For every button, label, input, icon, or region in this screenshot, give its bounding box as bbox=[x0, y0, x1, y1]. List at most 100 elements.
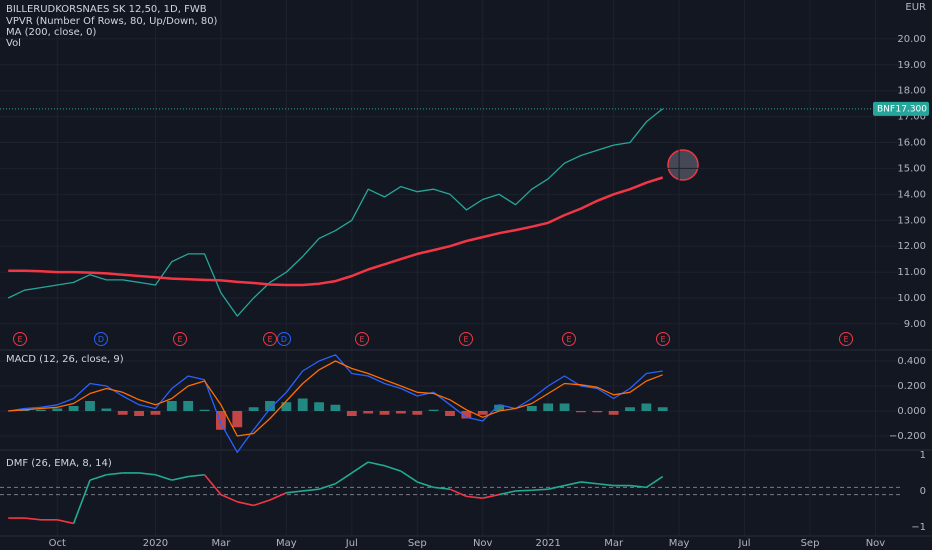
histogram-bar bbox=[379, 411, 390, 415]
line-segment bbox=[220, 493, 238, 503]
line-segment bbox=[564, 481, 582, 487]
event-label: E bbox=[843, 335, 848, 344]
line-segment bbox=[368, 461, 385, 467]
histogram-bar bbox=[412, 411, 423, 415]
event-label: D bbox=[98, 335, 104, 344]
line-segment bbox=[269, 492, 287, 501]
y-tick-label: 20.00 bbox=[897, 34, 926, 45]
line-segment bbox=[417, 481, 434, 489]
event-marker bbox=[173, 332, 187, 346]
histogram-bar bbox=[297, 398, 308, 411]
indicator-label: VPVR (Number Of Rows, 80, Up/Down, 80) bbox=[6, 16, 218, 27]
line-segment bbox=[72, 479, 91, 524]
event-marker bbox=[355, 332, 369, 346]
histogram-bar bbox=[281, 402, 292, 411]
line-segment bbox=[498, 490, 516, 496]
y-tick-label: 0.200 bbox=[897, 381, 926, 392]
line-segment bbox=[188, 473, 205, 478]
histogram-bar bbox=[68, 406, 79, 411]
line-segment bbox=[57, 519, 74, 525]
event-marker bbox=[459, 332, 473, 346]
line-segment bbox=[24, 517, 41, 521]
indicator-label: MA (200, close, 0) bbox=[6, 27, 96, 38]
event-label: E bbox=[17, 335, 22, 344]
event-label: E bbox=[660, 335, 665, 344]
x-tick-label: 2021 bbox=[535, 538, 560, 549]
x-tick-label: Jul bbox=[738, 538, 751, 549]
line-segment bbox=[106, 472, 123, 476]
histogram-bar bbox=[85, 401, 95, 411]
event-marker bbox=[277, 332, 291, 346]
y-tick-label: 16.00 bbox=[897, 138, 926, 149]
histogram-bar bbox=[265, 401, 275, 411]
line-segment bbox=[645, 475, 664, 489]
event-marker bbox=[562, 332, 576, 346]
histogram-bar bbox=[559, 403, 570, 411]
histogram-bar bbox=[494, 404, 504, 411]
x-tick-label: Sep bbox=[408, 538, 427, 549]
line-segment bbox=[433, 486, 451, 490]
histogram-bar bbox=[526, 406, 537, 411]
event-label: E bbox=[267, 335, 272, 344]
event-label: E bbox=[566, 335, 571, 344]
histogram-bar bbox=[314, 402, 324, 411]
histogram-bar bbox=[576, 411, 586, 413]
y-tick-label: 1 bbox=[920, 450, 926, 461]
event-marker bbox=[263, 332, 277, 346]
histogram-bar bbox=[117, 411, 128, 415]
line-segment bbox=[548, 484, 565, 490]
x-tick-label: Jul bbox=[345, 538, 358, 549]
line-segment bbox=[139, 472, 156, 476]
line-segment bbox=[400, 470, 418, 483]
currency: EUR bbox=[905, 2, 926, 13]
histogram-bar bbox=[330, 404, 341, 411]
histogram-bar bbox=[52, 408, 63, 411]
line-segment bbox=[515, 489, 532, 492]
y-tick-label: 11.00 bbox=[897, 267, 926, 278]
y-tick-label: 17.00 bbox=[897, 112, 926, 123]
line-segment bbox=[171, 475, 189, 481]
histogram-bar bbox=[166, 401, 177, 411]
histogram-bar bbox=[216, 411, 226, 430]
y-tick-label: 14.00 bbox=[897, 189, 926, 200]
histogram-bar bbox=[363, 411, 374, 414]
histogram-bar bbox=[461, 411, 472, 419]
event-label: D bbox=[281, 335, 287, 344]
y-tick-label: 12.00 bbox=[897, 241, 926, 252]
event-marker bbox=[839, 332, 853, 346]
event-label: E bbox=[359, 335, 364, 344]
histogram-bar bbox=[428, 409, 439, 411]
histogram-bar bbox=[625, 407, 635, 411]
line-segment bbox=[466, 495, 483, 499]
x-tick-label: 2020 bbox=[143, 538, 168, 549]
y-tick-label: 15.00 bbox=[897, 163, 926, 174]
line bbox=[7, 108, 664, 317]
line-segment bbox=[302, 488, 320, 492]
histogram-bar bbox=[608, 411, 619, 415]
y-tick-label: −1 bbox=[911, 522, 926, 533]
event-label: E bbox=[177, 335, 182, 344]
y-tick-label: 13.00 bbox=[897, 215, 926, 226]
histogram-bar bbox=[36, 409, 46, 411]
histogram-bar bbox=[641, 403, 652, 411]
histogram-bar bbox=[101, 408, 112, 411]
line-segment bbox=[384, 464, 402, 472]
line-segment bbox=[335, 472, 353, 485]
line-segment bbox=[89, 473, 107, 481]
y-tick-label: 0 bbox=[920, 486, 926, 497]
line bbox=[8, 176, 664, 287]
line-segment bbox=[580, 481, 598, 485]
line-segment bbox=[286, 490, 303, 494]
histogram-bar bbox=[134, 411, 144, 416]
histogram-bar bbox=[543, 403, 554, 411]
histogram-bar bbox=[232, 411, 243, 428]
line-segment bbox=[318, 482, 336, 490]
event-marker bbox=[13, 332, 27, 346]
y-tick-label: 0.400 bbox=[897, 356, 926, 367]
x-tick-label: Mar bbox=[604, 538, 624, 549]
line-segment bbox=[203, 474, 222, 496]
cursor-highlight bbox=[667, 149, 699, 181]
pane-title: MACD (12, 26, close, 9) bbox=[6, 354, 124, 365]
